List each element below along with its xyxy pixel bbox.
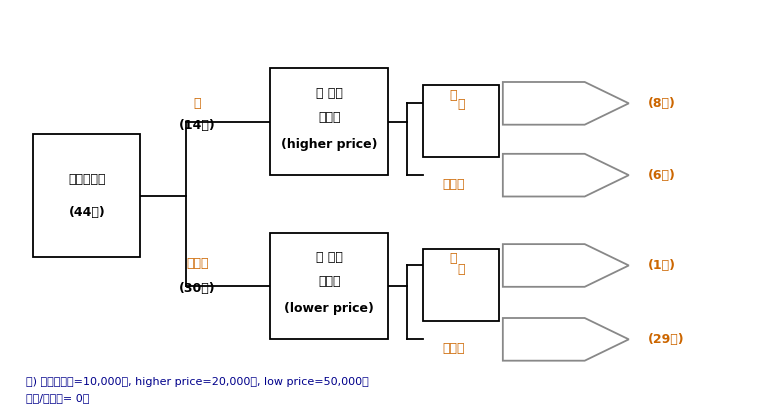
Text: (higher price): (higher price) [281,138,378,151]
Text: (8명): (8명) [648,97,676,110]
Text: 아니요: 아니요 [442,342,464,355]
Text: (1명): (1명) [648,259,676,272]
Text: 모름/무응답= 0명: 모름/무응답= 0명 [25,393,89,403]
Text: 예: 예 [457,99,464,111]
Text: 예: 예 [457,262,464,276]
Text: (44명): (44명) [68,206,105,218]
Bar [270,233,388,339]
Bar [423,85,499,157]
Text: 제시액: 제시액 [318,111,341,124]
Text: 초기제시액: 초기제시액 [68,173,105,186]
Bar [270,69,388,175]
Text: (lower price): (lower price) [285,302,374,315]
Text: (30명): (30명) [179,282,216,295]
Text: 아니요: 아니요 [186,257,208,270]
Text: 주) 초기제시액=10,000원, higher price=20,000원, low price=50,000원: 주) 초기제시액=10,000원, higher price=20,000원, … [25,376,368,386]
Text: 두 번째: 두 번째 [316,251,342,264]
Text: 예: 예 [449,252,457,265]
Bar [423,249,499,321]
Text: 두 번째: 두 번째 [316,87,342,99]
Bar [33,134,140,257]
Text: (6명): (6명) [648,168,676,182]
Text: 예: 예 [449,89,457,102]
Text: 제시액: 제시액 [318,275,341,288]
Text: (14명): (14명) [179,119,216,132]
Text: (29명): (29명) [648,333,684,346]
Text: 예: 예 [194,97,201,110]
Text: 아니요: 아니요 [442,178,464,191]
